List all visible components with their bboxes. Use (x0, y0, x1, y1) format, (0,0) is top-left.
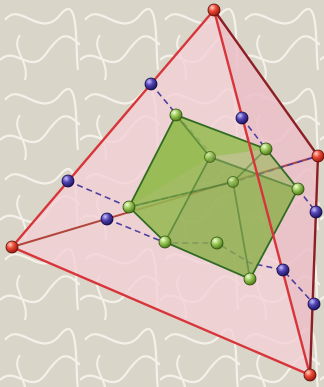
cube (127, 114, 300, 281)
section-point (100, 212, 114, 226)
tetra-edges (11, 9, 320, 377)
cube-vertex (227, 176, 239, 188)
tetra-vertices (5, 3, 324, 382)
section-point (144, 77, 158, 91)
section-point (61, 174, 75, 188)
tetra-edge-right (308, 155, 320, 376)
cube-vertex (210, 236, 224, 250)
section-point (235, 111, 249, 125)
section-point (309, 205, 323, 219)
tetra-vertex-left (5, 240, 19, 254)
cube-vertex (204, 151, 216, 163)
cube-vertices (122, 108, 305, 286)
tetra-vertex-top (207, 3, 221, 17)
tetra-edge-bottom (11, 245, 311, 377)
cube-vertex (291, 182, 305, 196)
cube-vertex (122, 200, 136, 214)
cube-face-front (129, 115, 298, 279)
cube-vertex (158, 235, 172, 249)
tetra-edge-top-right (213, 9, 319, 157)
cube-vertex (259, 142, 273, 156)
tetra-edge-top-left (11, 9, 215, 248)
tetra-edge-top-bottom (212, 9, 312, 376)
tetra-vertex-bottom (303, 368, 317, 382)
cube-vertex (243, 272, 257, 286)
section-point (307, 297, 321, 311)
tetra-vertex-right (311, 149, 324, 163)
section-point (276, 263, 290, 277)
section-points (61, 77, 323, 311)
cube-vertex (169, 108, 183, 122)
